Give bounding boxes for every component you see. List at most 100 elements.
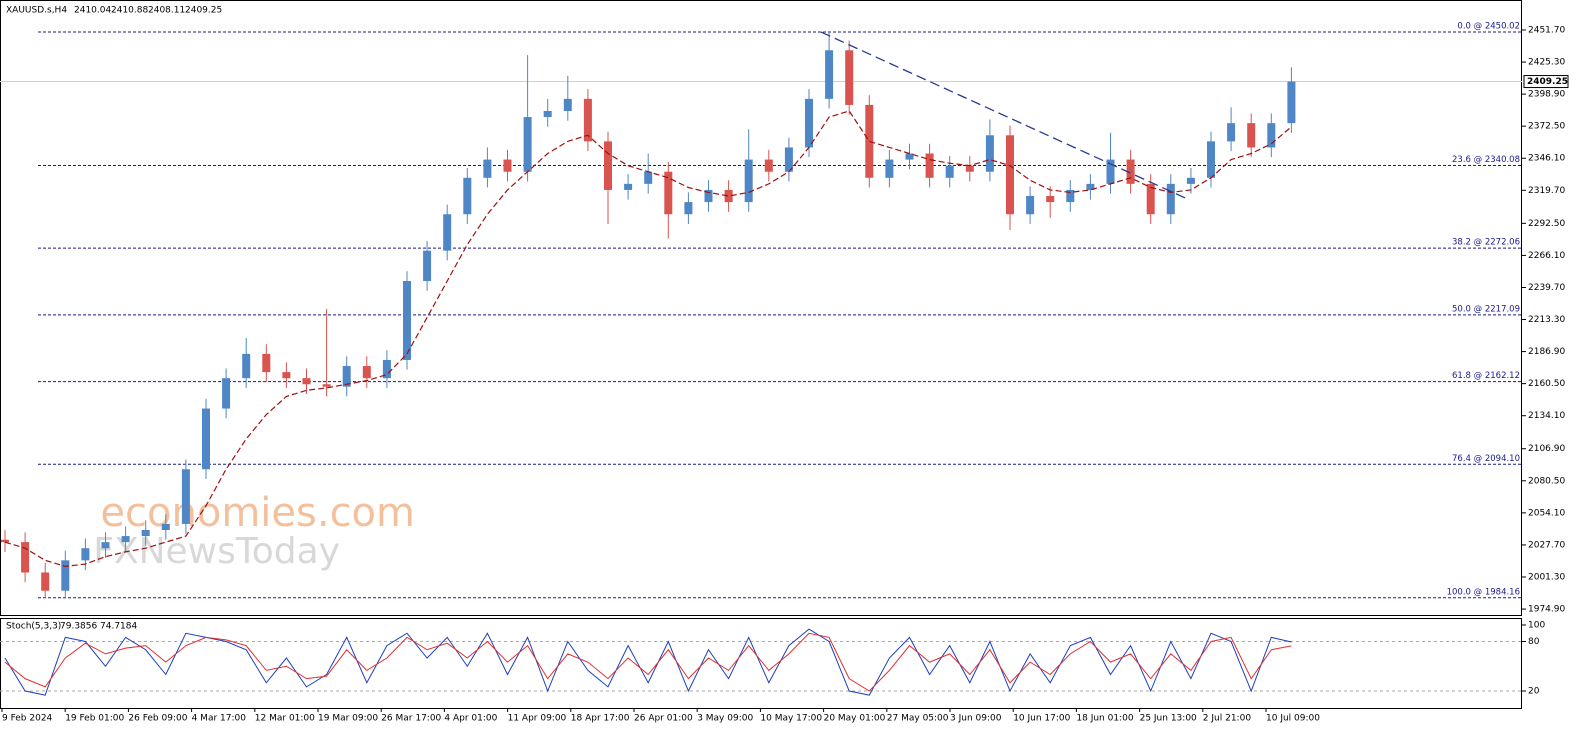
candle-body	[1006, 135, 1014, 215]
y-tick-label: 2266.10	[1528, 251, 1565, 261]
candle-body	[1046, 196, 1055, 203]
y-tick-label: 2346.10	[1528, 154, 1565, 164]
y-tick-label: 2372.50	[1528, 122, 1565, 132]
fib-label: 100.0 @ 1984.16	[1447, 587, 1520, 597]
x-tick-label: 27 May 05:00	[887, 714, 949, 724]
candle-body	[1086, 183, 1095, 190]
candle-body	[805, 98, 813, 148]
candle-body	[945, 165, 954, 178]
y-tick-label: 100	[1528, 621, 1545, 631]
candle-body	[41, 572, 50, 591]
y-tick-label: 20	[1528, 687, 1540, 697]
y-tick-label: 2292.50	[1528, 219, 1565, 229]
x-tick-label: 19 Feb 01:00	[65, 714, 124, 724]
stoch-title: Stoch(5,3,3)	[6, 622, 61, 632]
x-tick-label: 12 Mar 01:00	[255, 714, 315, 724]
stoch-signal: 74.7184	[100, 622, 137, 632]
header-symbol: XAUUSD.s,H4	[6, 6, 67, 16]
candle-body	[1227, 123, 1236, 142]
candle-body	[604, 141, 612, 190]
x-tick-label: 3 May 09:00	[697, 714, 753, 724]
y-tick-label: 2054.10	[1528, 508, 1565, 518]
fib-label: 50.0 @ 2217.09	[1452, 304, 1520, 314]
candle-body	[1267, 123, 1276, 148]
candle-body	[825, 50, 834, 99]
header-high: 2410.88	[111, 6, 148, 16]
candle-body	[925, 153, 934, 178]
y-tick-label: 2027.70	[1528, 540, 1565, 550]
y-tick-label: 2398.90	[1528, 90, 1565, 100]
x-tick-label: 20 May 01:00	[824, 714, 886, 724]
candle-body	[784, 147, 793, 172]
candle-body	[1166, 183, 1175, 215]
candle-body	[1207, 141, 1215, 178]
candle-body	[262, 353, 271, 373]
candle-body	[664, 171, 673, 215]
candle-body	[463, 177, 472, 215]
x-tick-label: 19 Mar 09:00	[318, 714, 378, 724]
candle-body	[543, 111, 552, 118]
stoch-line	[4, 632, 1292, 692]
candle-body	[704, 189, 713, 203]
x-tick-label: 3 Jun 09:00	[950, 714, 1002, 724]
x-tick-label: 10 Jun 17:00	[1013, 714, 1070, 724]
candle-body	[1106, 159, 1115, 184]
watermark: economies.com	[100, 490, 415, 536]
x-tick-label: 25 Jun 13:00	[1140, 714, 1197, 724]
stoch-main: 79.3856	[60, 622, 97, 632]
y-tick-label: 2080.50	[1528, 476, 1565, 486]
y-tick-label: 2186.90	[1528, 347, 1565, 357]
candle-body	[1186, 177, 1195, 184]
candle-body	[202, 408, 210, 470]
header-low: 2408.11	[148, 6, 185, 16]
moving-average	[4, 110, 1292, 568]
candle-body	[1, 539, 9, 543]
y-tick-label: 80	[1528, 637, 1540, 647]
x-tick-label: 4 Mar 17:00	[192, 714, 247, 724]
candle-body	[403, 281, 411, 360]
candle-body	[423, 250, 432, 282]
candle-body	[885, 159, 894, 178]
fib-label: 0.0 @ 2450.02	[1457, 22, 1520, 32]
candle-body	[865, 104, 874, 178]
x-tick-label: 26 Apr 01:00	[634, 714, 693, 724]
candle-body	[624, 183, 633, 190]
candle-body	[161, 523, 170, 530]
y-tick-label: 2451.70	[1528, 25, 1565, 35]
candle-body	[242, 353, 251, 379]
last-price-label: 2409.25	[1527, 77, 1568, 87]
candle-body	[684, 202, 693, 215]
candle-body	[81, 548, 90, 561]
candle-body	[845, 50, 854, 105]
candle-body	[905, 153, 914, 160]
candle-body	[1287, 81, 1296, 124]
x-tick-label: 26 Feb 09:00	[128, 714, 187, 724]
x-tick-label: 18 Jun 01:00	[1076, 714, 1133, 724]
y-tick-label: 2425.30	[1528, 58, 1565, 68]
candle-body	[181, 469, 190, 524]
candle-body	[503, 159, 512, 172]
y-tick-label: 2001.30	[1528, 572, 1565, 582]
candle-body	[21, 542, 30, 573]
watermark: FXNewsToday	[93, 531, 340, 572]
candle-body	[1026, 196, 1035, 215]
candle-body	[222, 378, 231, 409]
candle-body	[724, 189, 733, 203]
y-tick-label: 2106.90	[1528, 444, 1565, 454]
x-tick-label: 26 Mar 17:00	[381, 714, 441, 724]
candle-body	[101, 542, 110, 549]
x-tick-label: 10 Jul 09:00	[1266, 714, 1320, 724]
y-tick-label: 2160.50	[1528, 379, 1565, 389]
fib-label: 76.4 @ 2094.10	[1452, 454, 1520, 464]
x-tick-label: 18 Apr 17:00	[571, 714, 630, 724]
candle-body	[322, 384, 331, 387]
candle-body	[302, 378, 311, 385]
x-tick-label: 11 Apr 09:00	[508, 714, 567, 724]
candle-body	[965, 165, 974, 172]
candle-body	[61, 560, 70, 591]
candle-body	[523, 117, 532, 172]
candle-body	[764, 159, 773, 172]
candle-body	[282, 372, 291, 379]
stoch-frame	[0, 618, 1522, 709]
